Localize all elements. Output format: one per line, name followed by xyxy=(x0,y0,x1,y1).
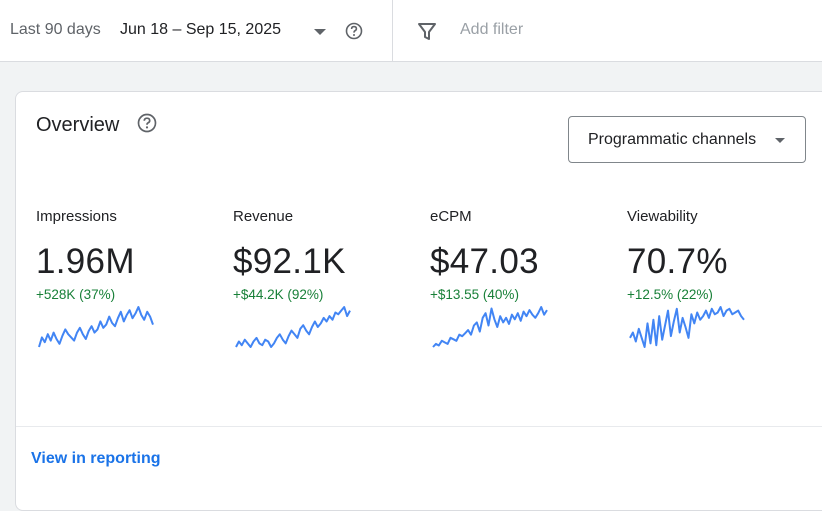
sparkline xyxy=(235,306,351,348)
sparkline xyxy=(432,306,548,348)
metric-value: $47.03 xyxy=(430,242,539,281)
metric-value: 70.7% xyxy=(627,242,728,281)
filter-bar: Last 90 days Jun 18 – Sep 15, 2025 Add f… xyxy=(0,0,822,62)
channel-select[interactable]: Programmatic channels xyxy=(568,116,806,163)
metric-value: $92.1K xyxy=(233,242,346,281)
metric-viewability[interactable]: Viewability 70.7% +12.5% (22%) xyxy=(627,208,807,358)
metric-delta: +528K (37%) xyxy=(36,287,116,302)
metric-delta: +$13.55 (40%) xyxy=(430,287,519,302)
metric-revenue[interactable]: Revenue $92.1K +$44.2K (92%) xyxy=(233,208,413,358)
metric-name: Revenue xyxy=(233,208,294,225)
arrow-drop-down-icon[interactable] xyxy=(308,22,332,42)
date-range-label: Last 90 days xyxy=(10,21,101,38)
metric-ecpm[interactable]: eCPM $47.03 +$13.55 (40%) xyxy=(430,208,610,358)
filter-funnel-icon[interactable] xyxy=(415,19,439,43)
sparkline xyxy=(629,306,745,348)
help-circle-icon[interactable] xyxy=(136,112,158,134)
metric-delta: +12.5% (22%) xyxy=(627,287,713,302)
metric-name: eCPM xyxy=(430,208,472,225)
metric-name: Impressions xyxy=(36,208,117,225)
metric-delta: +$44.2K (92%) xyxy=(233,287,324,302)
metric-name: Viewability xyxy=(627,208,698,225)
add-filter-input[interactable]: Add filter xyxy=(460,21,524,38)
card-title: Overview xyxy=(36,114,120,136)
sparkline xyxy=(38,306,154,348)
help-circle-icon[interactable] xyxy=(344,21,364,41)
date-range-value[interactable]: Jun 18 – Sep 15, 2025 xyxy=(120,21,282,38)
view-in-reporting-link[interactable]: View in reporting xyxy=(31,450,161,467)
metric-value: 1.96M xyxy=(36,242,135,281)
divider xyxy=(392,0,393,62)
divider xyxy=(16,426,822,427)
arrow-drop-down-icon xyxy=(771,132,789,148)
metric-impressions[interactable]: Impressions 1.96M +528K (37%) xyxy=(36,208,216,358)
channel-select-label: Programmatic channels xyxy=(588,131,757,148)
overview-card: Overview Programmatic channels Impressio… xyxy=(15,91,822,511)
